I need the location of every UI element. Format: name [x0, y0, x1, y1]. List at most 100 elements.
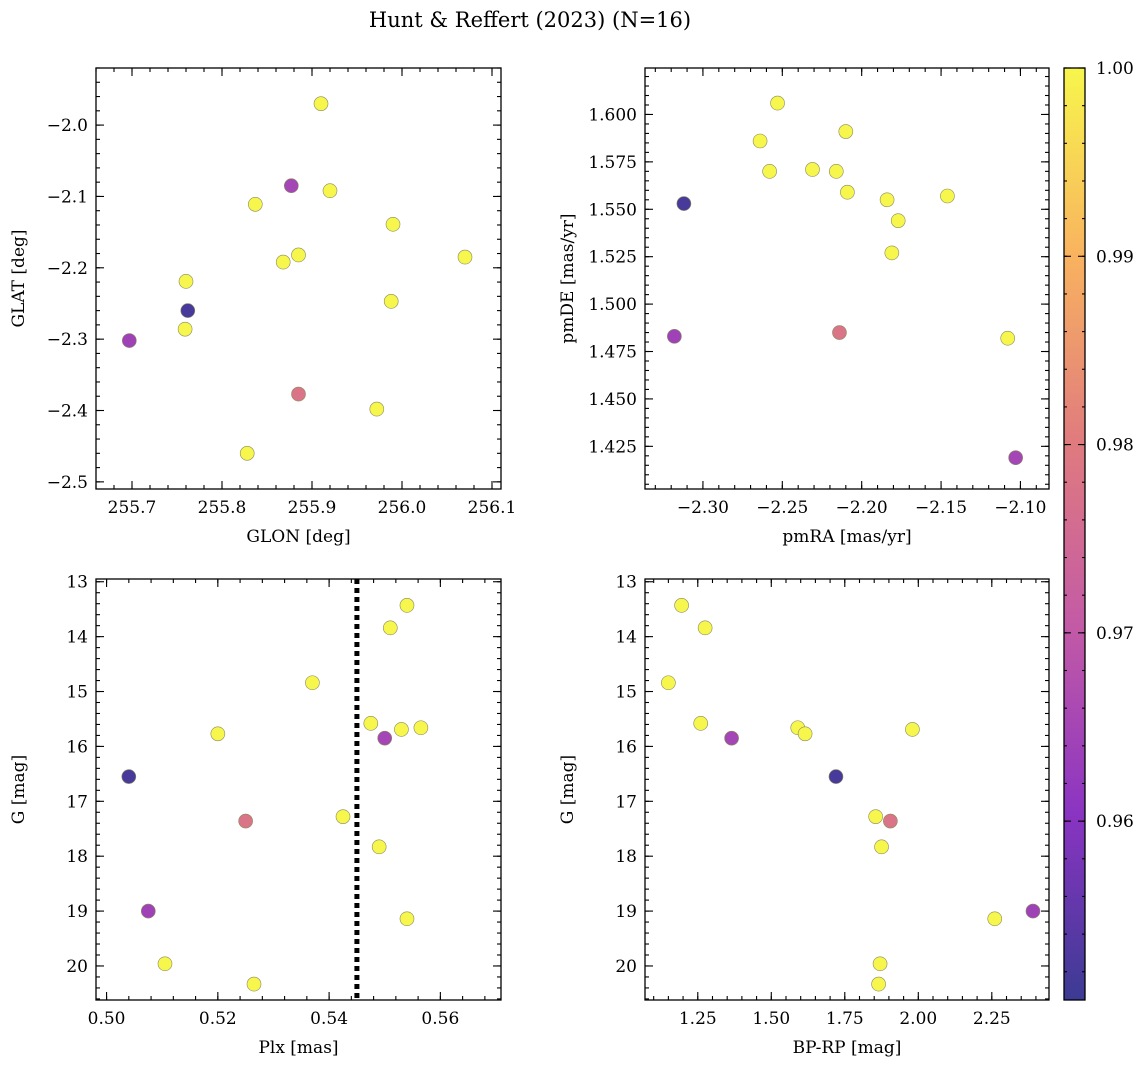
x-tick-label: 255.7 — [108, 498, 157, 518]
x-tick-label: 256.0 — [378, 498, 427, 518]
y-tick-label: 19 — [615, 902, 637, 922]
data-point — [890, 213, 906, 228]
axes-frame — [95, 67, 502, 490]
data-point — [283, 178, 299, 194]
y-tick-label: −2.1 — [47, 187, 88, 207]
x-tick-label: −2.10 — [994, 498, 1046, 518]
panel-bprp-g: 1.25 1.50 1.75 2.00 2.25 13 14 15 16 17 18 19 20 BP-R… — [558, 573, 1050, 1058]
y-axis-label: G [mag] — [9, 755, 29, 824]
colorbar-tick-label: 0.99 — [1096, 247, 1134, 267]
data-point — [210, 726, 226, 742]
data-point — [868, 809, 883, 824]
data-point — [905, 722, 920, 737]
y-tick-label: 19 — [66, 902, 88, 922]
data-point — [693, 716, 709, 731]
y-tick-label: 13 — [615, 573, 637, 593]
data-point — [828, 769, 844, 784]
panel-pmra-pmde: −2.30 −2.25 −2.20 −2.15 −2.10 1.425 1.450 1.475… — [558, 67, 1050, 547]
x-tick-label: 255.9 — [288, 498, 337, 518]
x-axis-label: pmRA [mas/yr] — [782, 527, 911, 547]
y-tick-label: 16 — [66, 737, 88, 757]
data-point — [840, 184, 855, 200]
x-tick-label: 255.8 — [198, 498, 247, 518]
colorbar-tick-label: 1.00 — [1096, 59, 1134, 79]
y-tick-label: 18 — [66, 847, 88, 867]
x-tick-label: −2.15 — [915, 498, 967, 518]
y-tick-label: 13 — [66, 573, 88, 593]
data-point — [797, 726, 813, 742]
x-tick-label: 2.25 — [973, 1009, 1011, 1029]
data-point — [884, 245, 900, 261]
colorbar-tick-label: 0.96 — [1096, 812, 1134, 832]
data-point — [872, 956, 888, 972]
y-tick-label: 17 — [66, 792, 88, 812]
y-tick-label: 14 — [66, 628, 88, 648]
data-point — [940, 188, 955, 204]
data-point — [399, 598, 415, 613]
data-point — [377, 730, 393, 746]
data-point — [322, 183, 338, 199]
data-point — [313, 96, 329, 111]
data-point — [371, 839, 387, 855]
data-point — [724, 730, 739, 746]
y-tick-label: 15 — [615, 683, 637, 703]
data-point — [879, 192, 895, 208]
data-point — [1000, 330, 1016, 346]
data-point — [828, 164, 844, 179]
data-point — [413, 720, 429, 736]
axes-frame — [95, 578, 502, 1001]
y-tick-label: 18 — [615, 847, 637, 867]
figure-title: Hunt & Reffert (2023) (N=16) — [369, 8, 691, 32]
data-point — [239, 446, 255, 461]
data-point — [676, 196, 692, 211]
minor-ticks — [95, 67, 501, 489]
data-point — [394, 722, 409, 737]
axes-frame — [644, 67, 1050, 490]
data-point — [121, 769, 137, 784]
colorbar-gradient — [1064, 68, 1085, 1000]
data-point — [248, 196, 263, 212]
data-point — [177, 321, 193, 337]
y-tick-label: 20 — [66, 957, 88, 977]
x-tick-label: 0.52 — [199, 1009, 237, 1029]
x-axis-label: Plx [mas] — [258, 1038, 338, 1058]
y-tick-label: 1.575 — [588, 153, 637, 173]
y-tick-label: 14 — [615, 628, 637, 648]
data-point — [383, 294, 399, 309]
y-tick-label: 16 — [615, 737, 637, 757]
colorbar-tick-label: 0.98 — [1096, 436, 1134, 456]
x-tick-label: 1.25 — [679, 1009, 717, 1029]
x-tick-label: 256.1 — [468, 498, 517, 518]
data-point — [246, 976, 262, 992]
data-point — [305, 675, 320, 691]
data-point — [122, 333, 137, 348]
data-point — [140, 903, 156, 919]
data-point — [178, 274, 194, 289]
data-point — [382, 620, 398, 636]
y-tick-label: 20 — [615, 957, 637, 977]
panel-plx-g: 0.50 0.52 0.54 0.56 13 14 15 16 17 18 19 20 Plx [mas… — [9, 573, 502, 1058]
x-tick-label: 0.56 — [421, 1009, 459, 1029]
data-point — [369, 401, 385, 417]
y-tick-label: 1.550 — [588, 200, 637, 220]
x-tick-label: −2.30 — [677, 498, 729, 518]
data-point — [291, 247, 306, 263]
data-point — [363, 716, 379, 731]
data-point — [399, 911, 415, 927]
x-axis-label: BP-RP [mag] — [793, 1038, 902, 1058]
y-tick-label: 1.450 — [588, 390, 637, 410]
x-axis-label: GLON [deg] — [246, 527, 350, 547]
data-point — [157, 956, 173, 972]
x-tick-label: 0.50 — [88, 1009, 126, 1029]
y-tick-label: −2.3 — [47, 330, 88, 350]
data-point — [762, 164, 777, 179]
x-tick-label: −2.25 — [756, 498, 808, 518]
y-tick-label: 1.475 — [588, 343, 637, 363]
y-axis-label: pmDE [mas/yr] — [558, 213, 578, 343]
data-point — [385, 216, 401, 232]
data-point — [667, 329, 682, 344]
y-tick-label: −2.2 — [47, 259, 88, 279]
data-point — [1025, 903, 1041, 919]
y-tick-label: 1.600 — [588, 105, 637, 125]
